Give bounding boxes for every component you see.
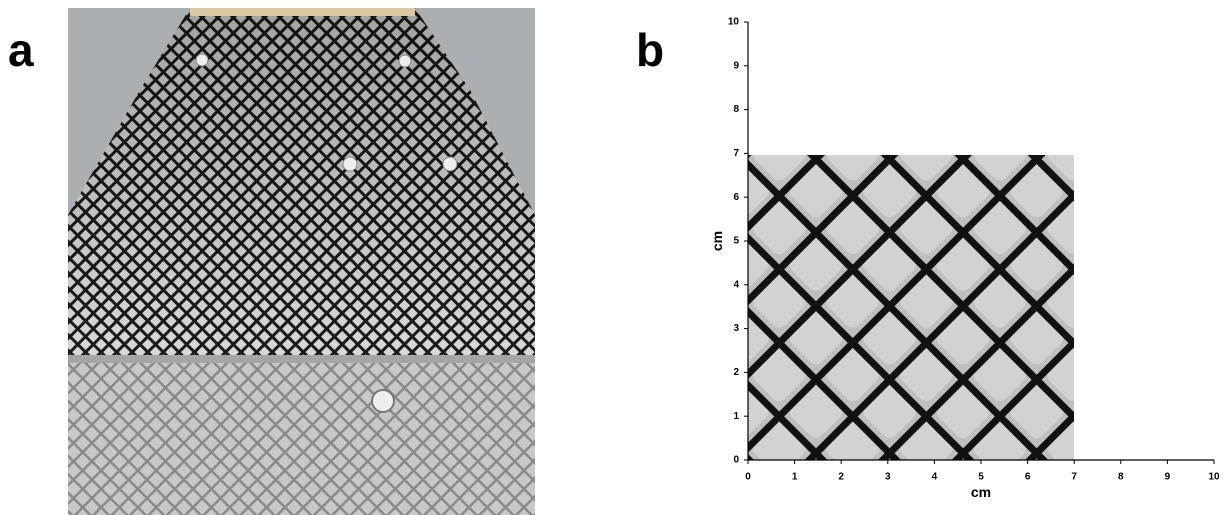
- y-tick-label: 2: [733, 367, 739, 378]
- photo-b: [748, 155, 1074, 460]
- x-axis-label: cm: [971, 484, 991, 500]
- y-tick-label: 8: [733, 104, 739, 115]
- x-tick-label: 7: [1071, 472, 1077, 483]
- y-tick-label: 1: [733, 411, 739, 422]
- y-tick-label: 10: [728, 17, 740, 28]
- x-tick-label: 4: [932, 472, 938, 483]
- y-axis-label: cm: [709, 231, 725, 251]
- x-tick-label: 8: [1118, 472, 1124, 483]
- y-tick-label: 0: [733, 455, 739, 466]
- x-tick-label: 2: [838, 472, 844, 483]
- y-tick-label: 9: [733, 60, 739, 71]
- y-tick-label: 5: [733, 236, 739, 247]
- y-tick-label: 3: [733, 323, 739, 334]
- x-tick-label: 0: [745, 472, 751, 483]
- panel-label: b: [636, 24, 664, 76]
- panel-label: a: [8, 24, 34, 76]
- y-tick-label: 6: [733, 192, 739, 203]
- y-tick-label: 4: [733, 279, 739, 290]
- x-tick-label: 5: [978, 472, 984, 483]
- x-tick-label: 9: [1165, 472, 1171, 483]
- x-tick-label: 3: [885, 472, 891, 483]
- y-tick-label: 7: [733, 148, 739, 159]
- x-tick-label: 10: [1208, 472, 1220, 483]
- x-tick-label: 6: [1025, 472, 1031, 483]
- x-tick-label: 1: [792, 472, 798, 483]
- photo-a: [68, 8, 535, 515]
